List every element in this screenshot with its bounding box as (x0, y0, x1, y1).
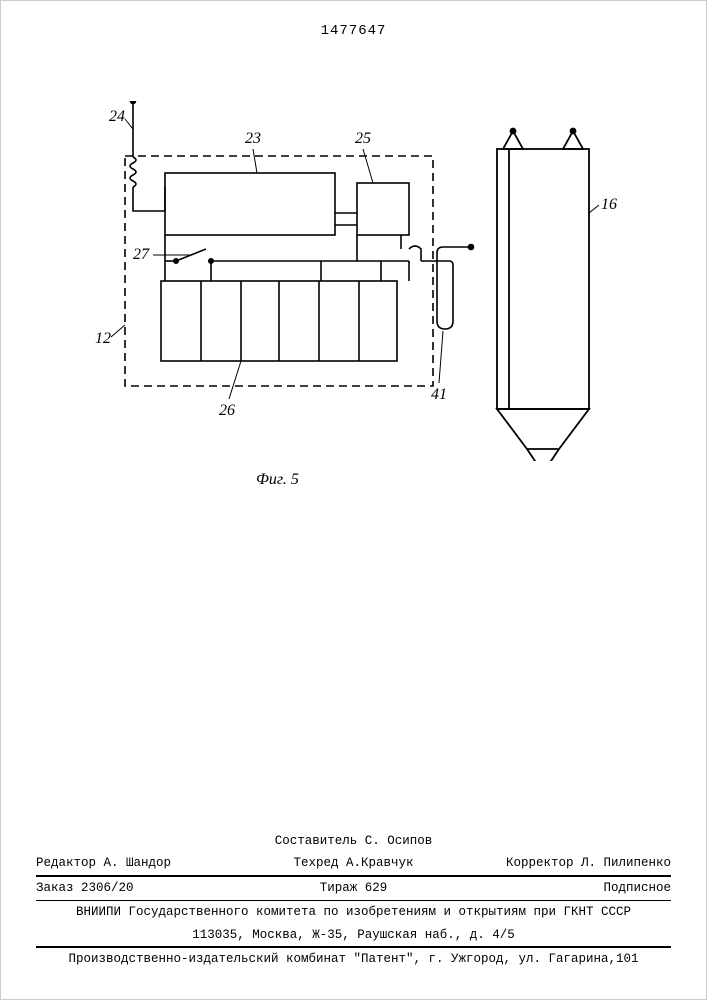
subscription: Подписное (459, 879, 671, 898)
tech-editor-line: Техред А.Кравчук (248, 854, 460, 873)
imprint-footer: Составитель С. Осипов Редактор А. Шандор… (36, 830, 671, 972)
label-16: 16 (601, 196, 617, 213)
figure-5-diagram: 24 23 25 27 12 26 41 16 (61, 101, 621, 461)
label-26: 26 (219, 402, 235, 419)
label-41: 41 (431, 386, 447, 403)
address-line: 113035, Москва, Ж-35, Раушская наб., д. … (36, 924, 671, 947)
figure-caption: Фиг. 5 (256, 471, 299, 489)
document-number: 1477647 (321, 23, 387, 39)
label-25: 25 (355, 130, 371, 147)
order-number: Заказ 2306/20 (36, 879, 248, 898)
label-27: 27 (133, 246, 150, 263)
editor-line: Редактор А. Шандор (36, 854, 248, 873)
patent-page: 1477647 (0, 0, 707, 1000)
publisher-line: Производственно-издательский комбинат "П… (36, 946, 671, 971)
label-12: 12 (95, 330, 111, 347)
print-run: Тираж 629 (248, 879, 460, 898)
committee-line: ВНИИПИ Государственного комитета по изоб… (36, 900, 671, 924)
label-23: 23 (245, 130, 261, 147)
corrector-line: Корректор Л. Пилипенко (459, 854, 671, 873)
compiler-line: Составитель С. Осипов (248, 832, 460, 851)
label-24: 24 (109, 108, 125, 125)
